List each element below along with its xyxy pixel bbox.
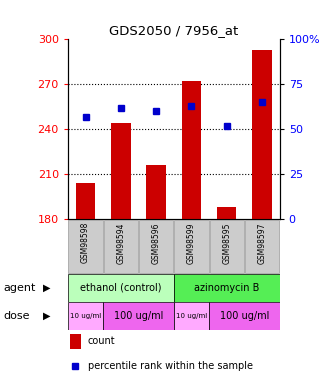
Text: GSM98594: GSM98594 bbox=[116, 222, 125, 264]
Text: GSM98595: GSM98595 bbox=[222, 222, 231, 264]
Text: ▶: ▶ bbox=[43, 311, 51, 321]
Text: azinomycin B: azinomycin B bbox=[194, 283, 260, 293]
Bar bbox=[139, 220, 173, 273]
Text: count: count bbox=[88, 336, 116, 346]
Text: 10 ug/ml: 10 ug/ml bbox=[70, 313, 101, 319]
Bar bbox=[104, 220, 138, 273]
Text: GSM98599: GSM98599 bbox=[187, 222, 196, 264]
Text: GSM98598: GSM98598 bbox=[81, 222, 90, 264]
Bar bbox=[76, 183, 95, 219]
Text: dose: dose bbox=[3, 311, 30, 321]
Bar bbox=[174, 220, 209, 273]
Text: ▶: ▶ bbox=[43, 283, 51, 293]
Text: 10 ug/ml: 10 ug/ml bbox=[176, 313, 207, 319]
Bar bbox=[217, 207, 236, 219]
Text: percentile rank within the sample: percentile rank within the sample bbox=[88, 360, 253, 370]
Bar bbox=[68, 302, 103, 330]
Bar bbox=[182, 81, 201, 219]
Title: GDS2050 / 7956_at: GDS2050 / 7956_at bbox=[109, 24, 238, 37]
Bar bbox=[174, 302, 209, 330]
Text: 100 ug/ml: 100 ug/ml bbox=[220, 311, 269, 321]
Bar bbox=[68, 274, 174, 302]
Bar bbox=[68, 220, 103, 273]
Bar bbox=[146, 165, 166, 219]
Bar bbox=[209, 302, 280, 330]
Bar bbox=[174, 274, 280, 302]
Bar bbox=[245, 220, 279, 273]
Bar bbox=[210, 220, 244, 273]
Bar bbox=[70, 334, 81, 349]
Bar bbox=[252, 50, 272, 219]
Text: GSM98596: GSM98596 bbox=[152, 222, 161, 264]
Text: GSM98597: GSM98597 bbox=[258, 222, 266, 264]
Text: agent: agent bbox=[3, 283, 36, 293]
Text: ethanol (control): ethanol (control) bbox=[80, 283, 162, 293]
Bar bbox=[103, 302, 174, 330]
Text: 100 ug/ml: 100 ug/ml bbox=[114, 311, 163, 321]
Bar bbox=[111, 123, 130, 219]
